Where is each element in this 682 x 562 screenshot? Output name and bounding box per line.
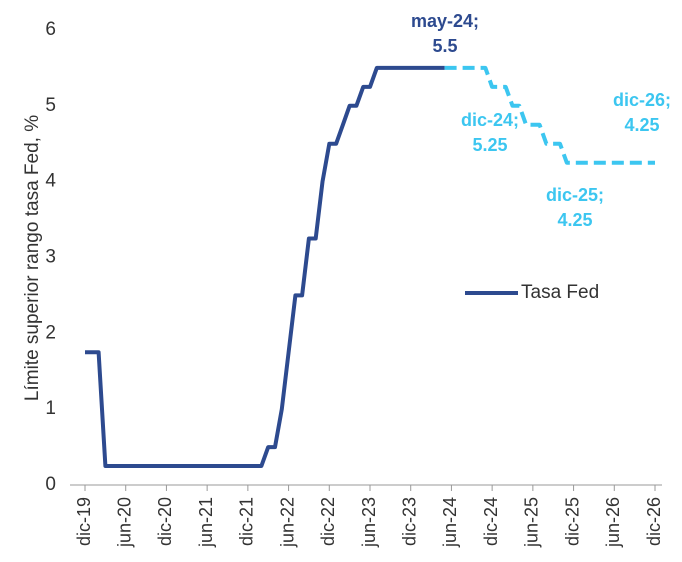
y-tick-label: 5 [45, 95, 56, 116]
x-tick-label: dic-19 [74, 497, 94, 546]
annotation: 4.25 [624, 115, 659, 135]
y-tick-label: 0 [45, 474, 56, 495]
x-tick-label: jun-21 [196, 497, 216, 548]
y-axis-label: Límite superior rango tasa Fed, % [22, 115, 43, 401]
annotation: 4.25 [557, 210, 592, 230]
x-tick-label: jun-22 [277, 497, 297, 548]
annotation: dic-24; [461, 110, 519, 130]
x-tick-label: jun-25 [522, 497, 542, 548]
series-line [444, 65, 655, 165]
x-tick-label: dic-26 [644, 497, 664, 546]
annotation: 5.5 [432, 36, 457, 56]
x-tick-label: jun-23 [359, 497, 379, 548]
x-tick-label: dic-21 [237, 497, 257, 546]
x-tick-label: jun-20 [114, 497, 134, 548]
x-tick-label: dic-20 [155, 497, 175, 546]
x-tick-label: jun-24 [440, 497, 460, 548]
y-tick-label: 2 [45, 322, 56, 343]
series-line [85, 65, 445, 468]
y-tick-label: 4 [45, 171, 56, 192]
x-tick-label: dic-25 [562, 497, 582, 546]
x-tick-label: jun-26 [603, 497, 623, 548]
y-tick-label: 1 [45, 398, 56, 419]
annotation: dic-26; [613, 90, 671, 110]
legend-label: Tasa Fed [521, 282, 599, 303]
y-tick-label: 6 [45, 19, 56, 40]
y-tick-label: 3 [45, 247, 56, 268]
x-tick-label: dic-24 [481, 497, 501, 546]
annotation: dic-25; [546, 185, 604, 205]
x-tick-label: dic-22 [318, 497, 338, 546]
annotation: may-24; [411, 11, 479, 31]
x-tick-label: dic-23 [399, 497, 419, 546]
annotation: 5.25 [472, 135, 507, 155]
